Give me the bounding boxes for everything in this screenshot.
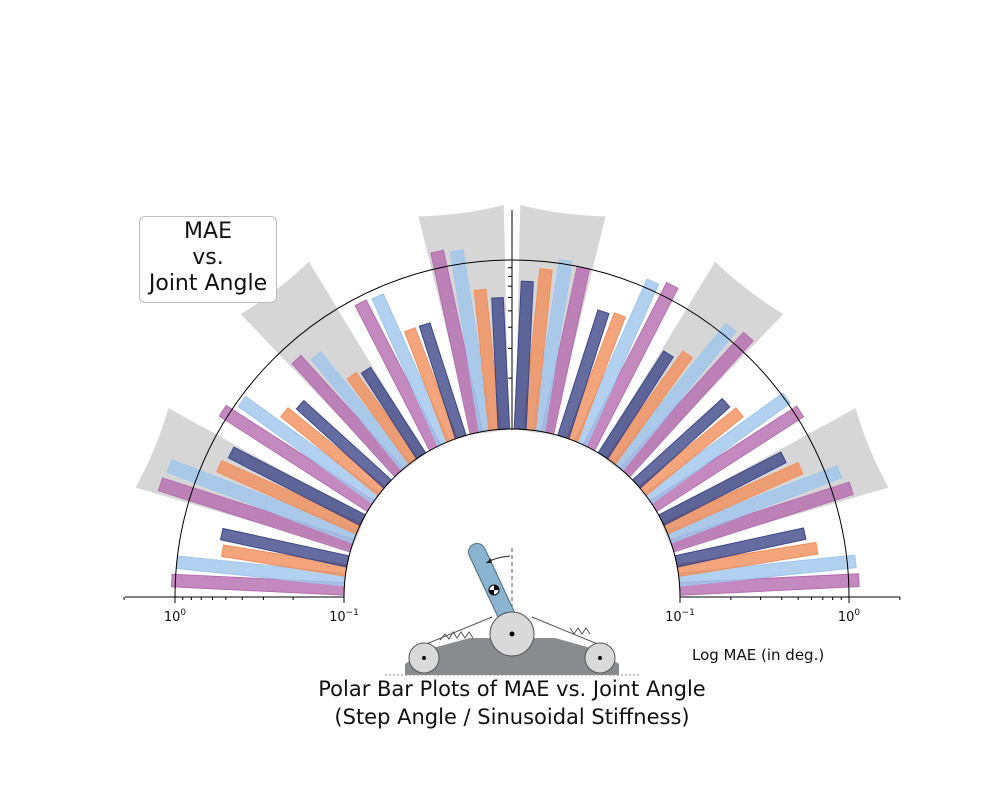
left-tick-label: 100 [164, 608, 187, 625]
right-pulley-axle [598, 656, 602, 660]
right-tick-label: 100 [838, 608, 861, 625]
left-inner-arc [343, 428, 513, 598]
annotation-text: MAE vs. Joint Angle [148, 219, 268, 296]
annotation-box: MAE vs. Joint Angle [139, 216, 277, 303]
angle-arrowhead-icon [486, 558, 492, 563]
left-tick-label: 10−1 [329, 608, 359, 625]
right-tick-label: 10−1 [665, 608, 695, 625]
spring-icon [439, 627, 591, 641]
right-inner-arc [511, 428, 681, 598]
right-unit-arc [511, 259, 850, 598]
arm-link-icon [469, 544, 514, 622]
left-unit-arc [174, 259, 513, 598]
joint-axle [509, 631, 515, 637]
robot-links [423, 616, 601, 646]
chart-subtitle: (Step Angle / Sinusoidal Stiffness) [334, 705, 690, 729]
left-pulley-axle [422, 656, 426, 660]
center-of-mass-fill [489, 585, 499, 595]
radial-axis-label: Log MAE (in deg.) [692, 646, 825, 664]
chart-title: Polar Bar Plots of MAE vs. Joint Angle [318, 677, 706, 701]
